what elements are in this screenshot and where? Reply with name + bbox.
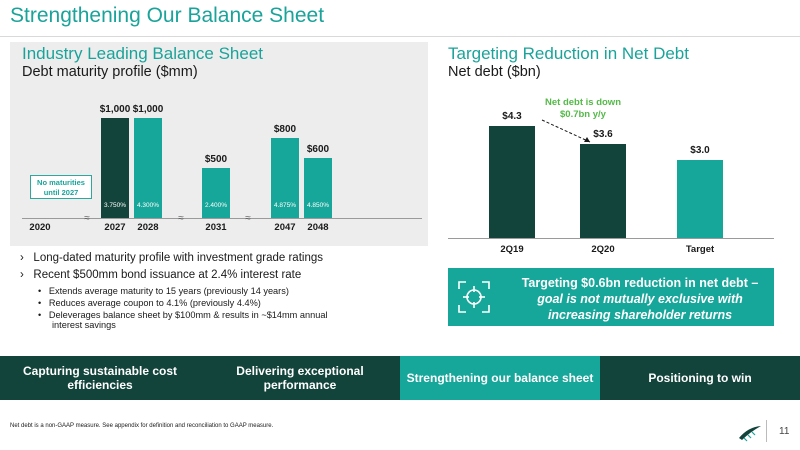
bar-value-label: $500 bbox=[204, 154, 228, 165]
maturity-bar bbox=[134, 118, 162, 218]
sub-bullet-item: • Extends average maturity to 15 years (… bbox=[38, 286, 289, 296]
company-logo-icon bbox=[739, 426, 761, 442]
bullet-item: › Long-dated maturity profile with inves… bbox=[20, 252, 323, 264]
bar-rate-label: 4.300% bbox=[136, 202, 160, 209]
year-label: 2028 bbox=[137, 222, 159, 233]
net-debt-baseline bbox=[448, 238, 774, 239]
page-number: 11 bbox=[779, 426, 790, 437]
right-heading: Targeting Reduction in Net Debt bbox=[448, 44, 689, 63]
maturity-bar bbox=[202, 168, 230, 218]
nav-tab-balance-sheet[interactable]: Strengthening our balance sheet bbox=[400, 356, 600, 400]
net-debt-value-label: $4.3 bbox=[502, 111, 522, 122]
left-heading: Industry Leading Balance Sheet bbox=[22, 44, 264, 63]
bullet-list: › Long-dated maturity profile with inves… bbox=[20, 252, 327, 330]
axis-break-icon: ≈ bbox=[84, 213, 90, 224]
year-label: 2020 bbox=[29, 222, 51, 233]
target-line: Targeting $0.6bn reduction in net debt – bbox=[521, 276, 759, 290]
footnote: Net debt is a non-GAAP measure. See appe… bbox=[10, 423, 274, 429]
sub-bullet-text: Extends average maturity to 15 years (pr… bbox=[48, 286, 289, 296]
right-subheading: Net debt ($bn) bbox=[448, 64, 541, 80]
sub-bullet-item: • Deleverages balance sheet by $100mm & … bbox=[38, 310, 328, 320]
target-callout-text: Targeting $0.6bn reduction in net debt –… bbox=[512, 275, 768, 323]
chart-baseline bbox=[22, 218, 422, 219]
title-divider bbox=[0, 36, 800, 37]
bar-rate-label: 4.875% bbox=[273, 202, 297, 209]
page-title: Strengthening Our Balance Sheet bbox=[10, 4, 325, 27]
year-label: 2048 bbox=[307, 222, 329, 233]
net-debt-bar bbox=[489, 126, 535, 238]
target-icon bbox=[458, 281, 490, 313]
net-debt-value-label: $3.0 bbox=[690, 144, 710, 156]
net-debt-category-label: 2Q19 bbox=[500, 244, 524, 255]
net-debt-bar bbox=[580, 144, 626, 238]
year-label: 2047 bbox=[274, 222, 296, 233]
sub-bullet-item: • Reduces average coupon to 4.1% (previo… bbox=[38, 298, 261, 308]
left-subheading: Debt maturity profile ($mm) bbox=[22, 64, 198, 80]
callout-line: $0.7bn y/y bbox=[560, 109, 606, 120]
sub-bullet-continuation: interest savings bbox=[52, 320, 116, 330]
bullet-text: Long-dated maturity profile with investm… bbox=[33, 252, 323, 264]
bar-rate-label: 2.400% bbox=[204, 202, 228, 209]
maturity-bar bbox=[304, 158, 332, 218]
bullet-item: › Recent $500mm bond issuance at 2.4% in… bbox=[20, 269, 302, 281]
net-debt-category-label: Target bbox=[685, 244, 715, 255]
callout-line: Net debt is down bbox=[545, 97, 621, 108]
target-line: goal is not mutually exclusive with bbox=[537, 292, 743, 306]
bar-rate-label: 4.850% bbox=[306, 202, 330, 209]
net-debt-callout: Net debt is down $0.7bn y/y bbox=[528, 97, 638, 121]
year-label: 2031 bbox=[205, 222, 227, 233]
maturity-bar bbox=[271, 138, 299, 218]
bullet-text: Recent $500mm bond issuance at 2.4% inte… bbox=[33, 269, 302, 281]
axis-break-icon: ≈ bbox=[245, 213, 251, 224]
nav-tab-cost-efficiencies[interactable]: Capturing sustainable cost efficiencies bbox=[22, 364, 178, 392]
target-callout-box bbox=[448, 268, 774, 326]
axis-break-icon: ≈ bbox=[178, 213, 184, 224]
callout-arrow-icon bbox=[541, 119, 591, 143]
year-label: 2027 bbox=[104, 222, 126, 233]
bar-value-label: $800 bbox=[273, 124, 297, 135]
sub-bullet-text: Reduces average coupon to 4.1% (previous… bbox=[48, 298, 261, 308]
section-nav: Capturing sustainable cost efficiencies … bbox=[0, 356, 800, 400]
bar-value-label: $1,000 bbox=[99, 104, 131, 115]
bar-rate-label: 3.750% bbox=[103, 202, 127, 209]
sub-bullet-text: Deleverages balance sheet by $100mm & re… bbox=[48, 310, 328, 320]
net-debt-bar bbox=[677, 159, 723, 238]
footer-divider bbox=[766, 420, 767, 442]
nav-tab-performance[interactable]: Delivering exceptional performance bbox=[236, 364, 364, 392]
net-debt-value-label: $3.6 bbox=[593, 129, 613, 141]
maturity-bar bbox=[101, 118, 129, 218]
bar-value-label: $1,000 bbox=[132, 104, 164, 115]
target-line: increasing shareholder returns bbox=[547, 308, 733, 322]
bar-value-label: $600 bbox=[306, 144, 330, 155]
nav-tab-positioning[interactable]: Positioning to win bbox=[648, 371, 752, 385]
net-debt-category-label: 2Q20 bbox=[591, 244, 615, 255]
no-maturities-callout: No maturities until 2027 bbox=[30, 175, 92, 199]
